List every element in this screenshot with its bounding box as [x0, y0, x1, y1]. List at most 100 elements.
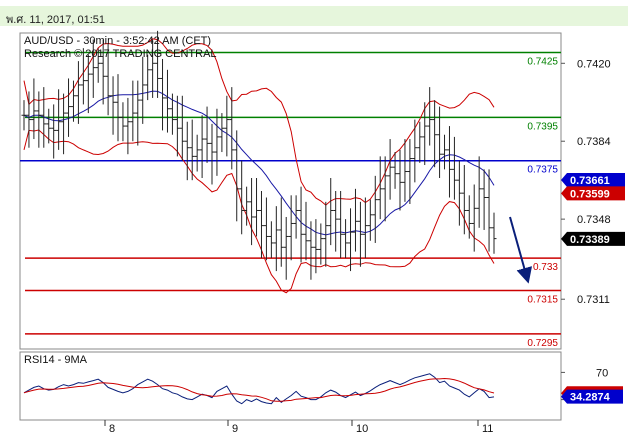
price-bar: [164, 69, 170, 133]
price-bar: [338, 191, 344, 259]
rsi-line: [23, 373, 495, 405]
level-label: 0.7295: [527, 338, 558, 349]
bollinger-upper: [23, 38, 495, 206]
price-bar: [160, 58, 166, 131]
price-bar: [80, 48, 86, 105]
price-bar: [204, 106, 210, 163]
price-bar: [377, 156, 383, 220]
price-bar: [466, 195, 472, 239]
price-bar: [219, 113, 225, 153]
price-bar: [328, 178, 334, 246]
price-bar: [199, 115, 205, 179]
price-bar: [41, 87, 47, 148]
price-bar: [135, 80, 141, 146]
price-bar: [432, 100, 438, 168]
price-bar: [451, 136, 457, 200]
price-bar: [254, 178, 260, 237]
price-bar: [56, 89, 62, 150]
y-tick-label: 0.7311: [577, 294, 610, 306]
level-label: 0.7425: [527, 56, 558, 67]
rsi-panel: [19, 351, 562, 421]
x-tick-label: 9: [232, 423, 238, 435]
price-bar: [214, 108, 220, 176]
price-bar: [367, 199, 373, 241]
price-bar: [402, 139, 408, 202]
price-bar: [31, 78, 37, 140]
price-bar: [26, 91, 32, 148]
price-bar: [70, 80, 76, 122]
price-bar: [318, 223, 324, 265]
price-bar: [283, 216, 289, 280]
price-bar: [90, 39, 96, 98]
price-bar: [75, 61, 81, 124]
price-bar: [382, 156, 388, 222]
x-tick-label: 11: [482, 423, 493, 435]
price-bar: [239, 160, 245, 235]
x-tick-label: 10: [356, 423, 368, 435]
price-bar: [417, 121, 423, 163]
price-bar: [422, 102, 428, 166]
price-bar: [46, 108, 52, 144]
price-bar: [140, 56, 146, 124]
bollinger-lower: [23, 129, 495, 294]
price-bar: [189, 119, 195, 181]
price-bar: [412, 119, 418, 183]
price-bar: [51, 104, 57, 159]
price-bar: [357, 201, 363, 267]
price-bar: [145, 54, 151, 101]
chart-title: AUD/USD - 30min - 3:52:42 AM (CET): [24, 35, 211, 47]
price-bar: [179, 95, 185, 161]
price-bar: [461, 165, 467, 235]
main-panel: [19, 32, 562, 350]
price-bar: [456, 160, 462, 226]
price-bar: [437, 106, 443, 179]
price-bar: [130, 80, 136, 142]
price-bar: [481, 169, 487, 230]
price-bar: [115, 74, 121, 142]
svg-text:0.73599: 0.73599: [570, 188, 610, 200]
price-badge: 0.73389: [561, 231, 625, 246]
price-bar: [169, 93, 175, 135]
price-bar: [268, 221, 274, 259]
svg-text:0.73661: 0.73661: [570, 175, 610, 187]
price-bar: [120, 102, 126, 142]
y-tick-label: 0.7384: [577, 136, 611, 148]
price-bar: [427, 87, 433, 146]
rsi-y-tick-label: 70: [596, 367, 608, 379]
y-tick-label: 0.7420: [577, 58, 611, 70]
price-bar: [95, 48, 101, 83]
price-bar: [323, 201, 329, 267]
price-bar: [392, 152, 398, 189]
price-bar: [100, 39, 106, 105]
price-bar: [66, 78, 72, 137]
moving-average: [23, 90, 495, 236]
price-bar: [244, 186, 250, 226]
price-bar: [407, 139, 413, 204]
price-bar: [150, 39, 156, 98]
svg-text:34.2874: 34.2874: [570, 392, 611, 404]
price-bar: [85, 54, 91, 114]
rsi-title: RSI14 - 9MA: [24, 354, 88, 366]
price-bar: [273, 206, 279, 272]
price-bar: [110, 76, 116, 135]
price-bar: [397, 149, 403, 211]
chart-subtitle: Research © 2017 TRADING CENTRAL: [24, 48, 217, 60]
level-label: 0.733: [533, 262, 558, 273]
x-tick-label: 8: [109, 423, 115, 435]
price-bar: [234, 130, 240, 222]
price-bar: [155, 30, 161, 98]
level-label: 0.7375: [527, 165, 558, 176]
price-bar: [174, 95, 180, 157]
price-bar: [229, 87, 235, 170]
price-bar: [258, 191, 264, 259]
price-bar: [224, 95, 230, 157]
price-bar: [21, 100, 27, 131]
price-bar: [263, 197, 269, 261]
price-bar: [209, 123, 215, 185]
price-bar: [293, 195, 299, 239]
price-bar: [288, 195, 294, 261]
price-bar: [36, 91, 42, 148]
price-bar: [476, 156, 482, 228]
